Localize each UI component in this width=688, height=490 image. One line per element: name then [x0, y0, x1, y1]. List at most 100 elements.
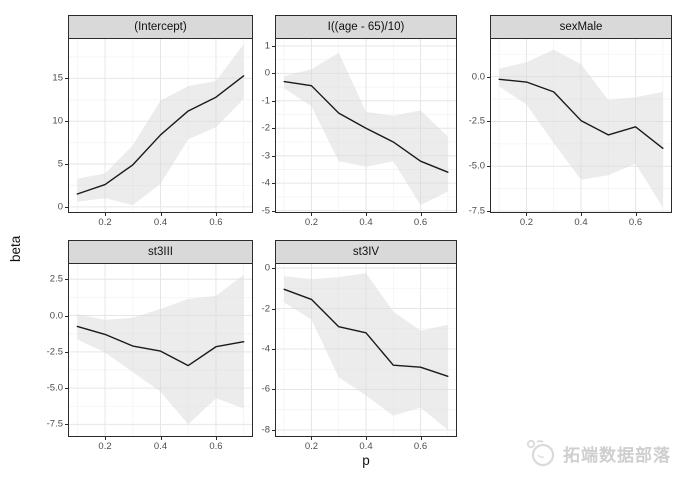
- y-tick-mark: [272, 45, 275, 47]
- x-tick-mark: [105, 436, 107, 440]
- x-tick-mark: [366, 212, 367, 216]
- y-tick-label: -6: [261, 383, 270, 395]
- y-tick-mark: [272, 308, 275, 310]
- x-tick-label: 0.2: [98, 217, 112, 228]
- x-tick-label: 0.6: [413, 217, 428, 228]
- y-tick-label: 0.0: [471, 71, 485, 83]
- x-tick-label: 0.4: [153, 217, 168, 228]
- y-tick-label: -7.5: [46, 418, 63, 430]
- x-tick-mark: [311, 212, 313, 216]
- y-tick-mark: [65, 206, 68, 208]
- x-tick-label: 0.4: [359, 441, 373, 452]
- x-tick-mark: [311, 436, 313, 440]
- facet-strip-title: st3III: [68, 240, 253, 263]
- watermark: 拓端数据部落: [524, 438, 671, 468]
- y-tick-mark: [65, 121, 68, 123]
- facet-plot-area: -5 -4 -3 -2 -1 0 1 0.2 0.4 0.6: [262, 38, 457, 228]
- x-tick-label: 0.6: [628, 217, 643, 228]
- facet-plot-area: 0 5 10 15 0.2 0.4 0.6: [52, 38, 253, 228]
- y-tick-label: -5.0: [46, 382, 63, 394]
- y-tick-mark: [487, 166, 490, 168]
- x-tick-mark: [420, 436, 422, 440]
- x-tick-mark: [105, 212, 107, 216]
- y-tick-label: -2: [261, 303, 270, 315]
- y-tick-mark: [65, 424, 68, 426]
- facet-plot-area: -8 -6 -4 -2 0 0.2 0.4 0.6: [262, 263, 457, 452]
- facet-st3IV: st3IV -8 -6 -4 -2 0 0.2 0.4 0.6: [262, 240, 457, 452]
- x-tick-mark: [160, 436, 162, 440]
- watermark-logo-icon: [526, 439, 555, 467]
- y-tick-label: 15: [52, 72, 63, 84]
- facet-strip-title: st3IV: [275, 240, 457, 263]
- y-tick-label: 1: [264, 40, 270, 52]
- y-tick-label: -5: [261, 205, 270, 217]
- facet-strip-title: sexMale: [490, 15, 672, 38]
- x-tick-label: 0.2: [304, 217, 319, 228]
- y-tick-label: -1: [261, 95, 270, 107]
- y-tick-mark: [65, 388, 68, 390]
- y-tick-mark: [272, 268, 275, 270]
- y-tick-mark: [272, 155, 275, 157]
- x-tick-mark: [215, 212, 217, 216]
- x-tick-mark: [420, 212, 422, 216]
- x-tick-label: 0.2: [304, 441, 319, 452]
- y-tick-label: -2: [261, 122, 270, 134]
- y-tick-mark: [272, 183, 275, 185]
- y-tick-mark: [272, 348, 275, 350]
- y-tick-mark: [65, 78, 68, 80]
- x-tick-label: 0.2: [98, 441, 112, 452]
- facet-sexmale: sexMale -7.5 -5.0 -2.5 0.0 0.2 0.4 0.6: [469, 15, 672, 228]
- x-tick-mark: [366, 436, 367, 440]
- facet-strip-title: (Intercept): [68, 15, 253, 38]
- y-tick-label: 5: [57, 158, 63, 170]
- y-tick-label: 2.5: [49, 273, 63, 285]
- facet-strip-title: I((age - 65)/10): [275, 15, 457, 38]
- y-tick-label: 10: [52, 115, 63, 127]
- y-tick-mark: [487, 211, 490, 213]
- y-tick-mark: [65, 279, 68, 281]
- y-tick-mark: [487, 76, 490, 78]
- y-tick-label: -3: [261, 150, 270, 162]
- y-tick-label: 0: [264, 67, 270, 79]
- x-tick-mark: [160, 212, 162, 216]
- watermark-text: 拓端数据部落: [563, 445, 671, 465]
- y-tick-label: -4: [261, 177, 270, 189]
- y-tick-label: -2.5: [46, 346, 63, 358]
- y-tick-label: 0: [57, 201, 63, 213]
- y-axis-title: beta: [8, 235, 23, 262]
- y-tick-mark: [272, 429, 275, 431]
- x-tick-label: 0.4: [359, 217, 373, 228]
- y-tick-mark: [65, 164, 68, 166]
- y-tick-label: -7.5: [468, 205, 485, 217]
- y-tick-mark: [65, 351, 68, 353]
- x-tick-label: 0.2: [519, 217, 534, 228]
- x-tick-mark: [635, 212, 637, 216]
- x-tick-label: 0.6: [413, 441, 428, 452]
- y-tick-mark: [65, 315, 68, 317]
- y-tick-mark: [487, 121, 490, 123]
- x-tick-label: 0.4: [153, 441, 168, 452]
- y-tick-label: -4: [261, 343, 270, 355]
- y-tick-mark: [272, 100, 275, 102]
- facet-st3III: st3III -7.5 -5.0 -2.5 0.0 2.5 0.2 0.4 0.6: [47, 240, 253, 452]
- y-tick-mark: [272, 210, 275, 212]
- facet-intercept: (Intercept) 0 5 10 15 0.2 0.4 0.6: [52, 15, 253, 228]
- y-tick-mark: [272, 128, 275, 130]
- x-tick-mark: [526, 212, 528, 216]
- x-tick-label: 0.4: [574, 217, 588, 228]
- x-tick-label: 0.6: [209, 441, 223, 452]
- y-tick-label: 0: [264, 262, 270, 274]
- facet-age: I((age - 65)/10) -5 -4 -3 -2 -1 0 1 0.2 0.4 0.6: [262, 15, 457, 228]
- x-tick-mark: [215, 436, 217, 440]
- x-tick-label: 0.6: [209, 217, 223, 228]
- y-tick-mark: [272, 389, 275, 391]
- y-tick-label: -8: [261, 424, 270, 436]
- x-axis-title: p: [362, 453, 370, 468]
- y-tick-label: -2.5: [468, 115, 485, 127]
- y-tick-mark: [272, 73, 275, 75]
- y-tick-label: -5.0: [468, 160, 485, 172]
- x-tick-mark: [581, 212, 582, 216]
- facet-plot-area: -7.5 -5.0 -2.5 0.0 2.5 0.2 0.4 0.6: [47, 263, 253, 452]
- facet-plot-area: -7.5 -5.0 -2.5 0.0 0.2 0.4 0.6: [469, 38, 672, 228]
